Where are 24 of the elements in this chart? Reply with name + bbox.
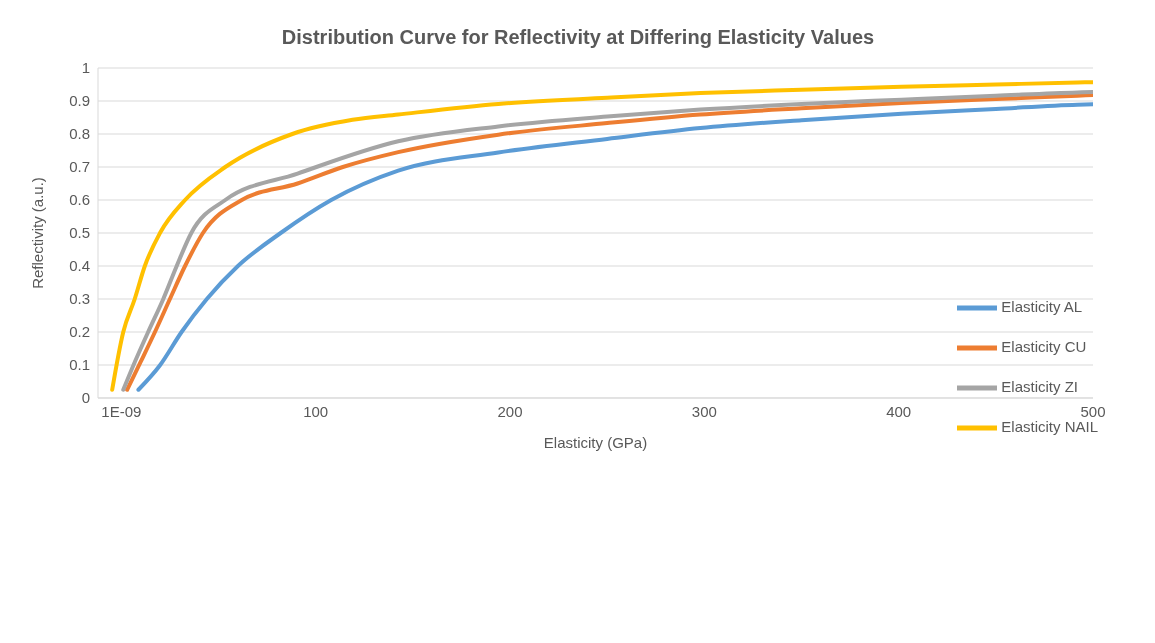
y-tick-label: 0.6 bbox=[69, 191, 90, 209]
y-tick-label: 0.8 bbox=[69, 125, 90, 143]
y-tick-label: 0.1 bbox=[69, 356, 90, 374]
x-tick-label: 100 bbox=[303, 402, 329, 420]
y-tick-label: 1 bbox=[81, 59, 90, 77]
legend-label: Elasticity AL bbox=[1001, 297, 1083, 315]
x-tick-label: 1E-09 bbox=[101, 402, 142, 420]
x-tick-label: 400 bbox=[886, 402, 912, 420]
y-tick-label: 0 bbox=[81, 389, 90, 407]
y-axis-title: Reflectivity (a.u.) bbox=[29, 177, 47, 289]
y-tick-label: 0.4 bbox=[69, 257, 90, 275]
x-tick-label: 500 bbox=[1080, 402, 1106, 420]
y-tick-label: 0.7 bbox=[69, 158, 90, 176]
x-tick-label: 200 bbox=[497, 402, 523, 420]
y-tick-label: 0.3 bbox=[69, 290, 90, 308]
legend-label: Elasticity ZI bbox=[1001, 377, 1078, 395]
x-axis-title: Elasticity (GPa) bbox=[543, 434, 648, 451]
legend-label: Elasticity CU bbox=[1001, 337, 1087, 355]
x-tick-label: 300 bbox=[691, 402, 717, 420]
y-tick-label: 0.2 bbox=[69, 323, 90, 341]
chart-title: Distribution Curve for Reflectivity at Differing Elasticity Values bbox=[280, 26, 876, 49]
y-tick-label: 0.9 bbox=[69, 92, 90, 110]
legend-label: Elasticity NAIL bbox=[1001, 417, 1098, 435]
y-tick-label: 0.5 bbox=[69, 224, 90, 242]
